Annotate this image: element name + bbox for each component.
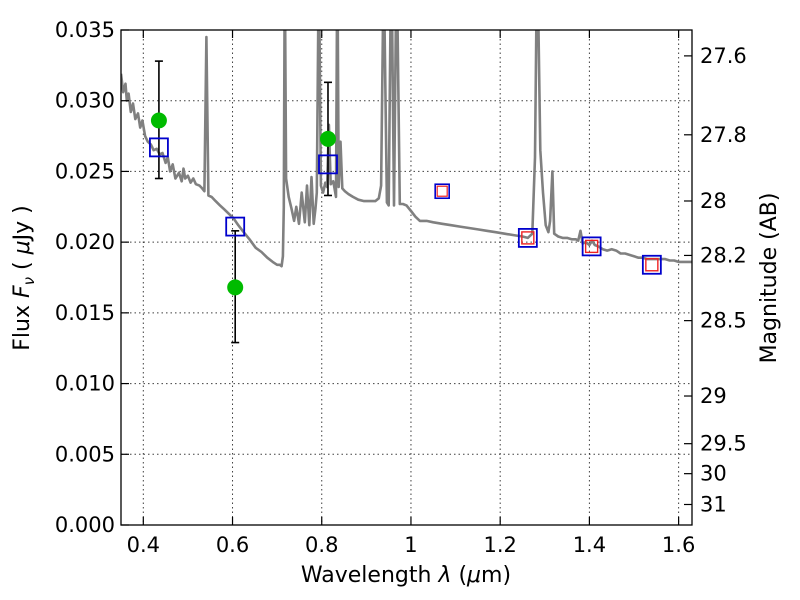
y-tick-label: 0.035: [55, 18, 115, 42]
observed-flux-point: [150, 112, 167, 129]
y2-tick-label: 29.5: [700, 432, 747, 456]
y-axis-title: Flux Fν ( μJy ): [10, 205, 38, 350]
observed-flux-point: [319, 130, 336, 147]
y2-tick-label: 28: [700, 189, 727, 213]
blue-model-square: [225, 216, 246, 237]
y2-tick-label: 27.8: [700, 123, 747, 147]
blue-model-square: [517, 227, 538, 248]
red-inner-square: [436, 185, 448, 197]
blue-model-square: [641, 254, 662, 275]
y2-tick-label: 31: [700, 492, 727, 516]
y-tick-label: 0.010: [55, 372, 115, 396]
y-tick-label: 0.015: [55, 301, 115, 325]
axis-ticks: 0.4 0.6 0.8 1 1.2 1.4 1.6 0.000 0.005 0.010 0.015 0…: [55, 18, 747, 557]
x-axis-title: Wavelength λ (μm): [301, 563, 511, 588]
y2-tick-label: 28.2: [700, 243, 747, 267]
x-tick-label: 1: [404, 533, 417, 557]
red-model-square: [645, 258, 659, 272]
x-tick-label: 1.2: [483, 533, 516, 557]
model-spectrum-line: [121, 30, 692, 268]
red-model-square: [521, 231, 535, 245]
y2-tick-label: 28.5: [700, 309, 747, 333]
x-tick-label: 1.4: [573, 533, 606, 557]
red-model-square: [584, 239, 599, 254]
x-tick-label: 0.4: [127, 533, 160, 557]
blue-model-square: [318, 154, 338, 175]
y-tick-label: 0.030: [55, 89, 115, 113]
x-tick-label: 1.6: [662, 533, 695, 557]
y-tick-label: 0.005: [55, 442, 115, 466]
x-tick-label: 0.8: [305, 533, 338, 557]
y-tick-label: 0.020: [55, 230, 115, 254]
y-tick-label: 0.000: [55, 513, 115, 537]
blue-model-square: [149, 137, 169, 158]
y2-tick-label: 30: [700, 462, 727, 486]
axes-frame: [120, 29, 693, 526]
y-tick-label: 0.025: [55, 159, 115, 183]
x-tick-label: 0.6: [216, 533, 249, 557]
grid-lines: [121, 30, 692, 525]
observed-flux-point: [227, 279, 244, 296]
y2-tick-label: 27.6: [700, 44, 747, 68]
y2-tick-label: 29: [700, 384, 727, 408]
y2-axis-title: Magnitude (AB): [757, 193, 782, 364]
blue-small-square: [434, 183, 450, 200]
blue-model-square: [581, 236, 602, 257]
plot-area: [121, 30, 692, 344]
